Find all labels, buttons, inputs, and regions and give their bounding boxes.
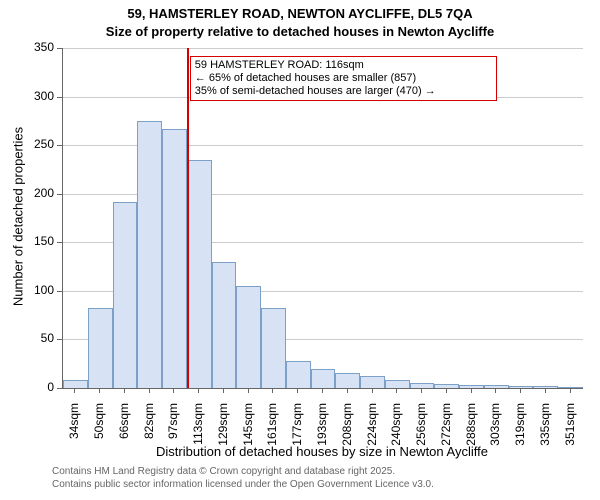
histogram-bar: [558, 387, 583, 388]
y-tick-label: 100: [14, 283, 54, 297]
annotation-line: 59 HAMSTERLEY ROAD: 116sqm: [195, 59, 492, 72]
chart-title-sub: Size of property relative to detached ho…: [0, 24, 600, 39]
x-tick-label: 161sqm: [265, 403, 279, 453]
x-tick-mark: [322, 388, 323, 393]
histogram-bar: [286, 361, 311, 388]
annotation-line: ← 65% of detached houses are smaller (85…: [195, 72, 492, 85]
chart-container: { "header": { "title_main": "59, HAMSTER…: [0, 0, 600, 500]
x-tick-mark: [124, 388, 125, 393]
x-tick-mark: [396, 388, 397, 393]
x-tick-label: 177sqm: [290, 403, 304, 453]
footer-line: Contains HM Land Registry data © Crown c…: [52, 466, 434, 479]
annotation-line: 35% of semi-detached houses are larger (…: [195, 85, 492, 98]
reference-line: [187, 48, 189, 388]
y-tick-label: 0: [14, 380, 54, 394]
footer-attribution: Contains HM Land Registry data © Crown c…: [52, 466, 434, 491]
x-tick-mark: [446, 388, 447, 393]
x-tick-mark: [297, 388, 298, 393]
x-tick-label: 50sqm: [92, 403, 106, 453]
histogram-bar: [533, 386, 558, 388]
x-tick-label: 66sqm: [117, 403, 131, 453]
histogram-bar: [261, 308, 286, 388]
y-tick-mark: [57, 194, 62, 195]
x-tick-mark: [372, 388, 373, 393]
x-tick-label: 129sqm: [216, 403, 230, 453]
histogram-bar: [236, 286, 261, 388]
plot-area: 59 HAMSTERLEY ROAD: 116sqm← 65% of detac…: [62, 48, 583, 389]
histogram-bar: [385, 380, 410, 388]
x-tick-label: 351sqm: [563, 403, 577, 453]
x-tick-mark: [421, 388, 422, 393]
y-tick-label: 300: [14, 89, 54, 103]
x-tick-label: 34sqm: [67, 403, 81, 453]
x-tick-label: 97sqm: [166, 403, 180, 453]
x-tick-label: 193sqm: [315, 403, 329, 453]
y-tick-mark: [57, 145, 62, 146]
x-tick-label: 224sqm: [365, 403, 379, 453]
y-tick-mark: [57, 97, 62, 98]
histogram-bar: [162, 129, 187, 388]
histogram-bar: [459, 385, 484, 388]
x-tick-mark: [149, 388, 150, 393]
x-tick-mark: [99, 388, 100, 393]
annotation-box: 59 HAMSTERLEY ROAD: 116sqm← 65% of detac…: [190, 56, 497, 102]
histogram-bar: [311, 369, 336, 388]
y-tick-label: 250: [14, 137, 54, 151]
y-tick-mark: [57, 242, 62, 243]
x-tick-mark: [272, 388, 273, 393]
histogram-bar: [113, 202, 138, 389]
x-tick-mark: [347, 388, 348, 393]
y-tick-mark: [57, 388, 62, 389]
chart-title-main: 59, HAMSTERLEY ROAD, NEWTON AYCLIFFE, DL…: [0, 6, 600, 21]
histogram-bar: [88, 308, 113, 388]
histogram-bar: [212, 262, 237, 388]
y-tick-label: 200: [14, 186, 54, 200]
histogram-bar: [434, 384, 459, 388]
x-tick-label: 113sqm: [191, 403, 205, 453]
x-tick-mark: [495, 388, 496, 393]
y-tick-mark: [57, 48, 62, 49]
y-tick-label: 50: [14, 331, 54, 345]
x-tick-label: 82sqm: [142, 403, 156, 453]
x-tick-mark: [173, 388, 174, 393]
x-tick-label: 272sqm: [439, 403, 453, 453]
x-tick-mark: [471, 388, 472, 393]
x-tick-mark: [223, 388, 224, 393]
y-tick-mark: [57, 339, 62, 340]
x-tick-label: 303sqm: [488, 403, 502, 453]
histogram-bar: [360, 376, 385, 388]
x-tick-label: 288sqm: [464, 403, 478, 453]
y-tick-label: 150: [14, 234, 54, 248]
histogram-bar: [63, 380, 88, 388]
histogram-bar: [137, 121, 162, 388]
x-tick-mark: [545, 388, 546, 393]
x-tick-mark: [520, 388, 521, 393]
x-tick-label: 145sqm: [241, 403, 255, 453]
x-tick-label: 256sqm: [414, 403, 428, 453]
x-tick-mark: [248, 388, 249, 393]
x-tick-mark: [198, 388, 199, 393]
x-tick-mark: [74, 388, 75, 393]
x-tick-label: 319sqm: [513, 403, 527, 453]
x-tick-label: 240sqm: [389, 403, 403, 453]
x-tick-mark: [570, 388, 571, 393]
footer-line: Contains public sector information licen…: [52, 479, 434, 492]
x-tick-label: 335sqm: [538, 403, 552, 453]
histogram-bar: [335, 373, 360, 388]
x-tick-label: 208sqm: [340, 403, 354, 453]
y-tick-mark: [57, 291, 62, 292]
gridline: [63, 48, 583, 49]
histogram-bar: [187, 160, 212, 388]
y-tick-label: 350: [14, 40, 54, 54]
